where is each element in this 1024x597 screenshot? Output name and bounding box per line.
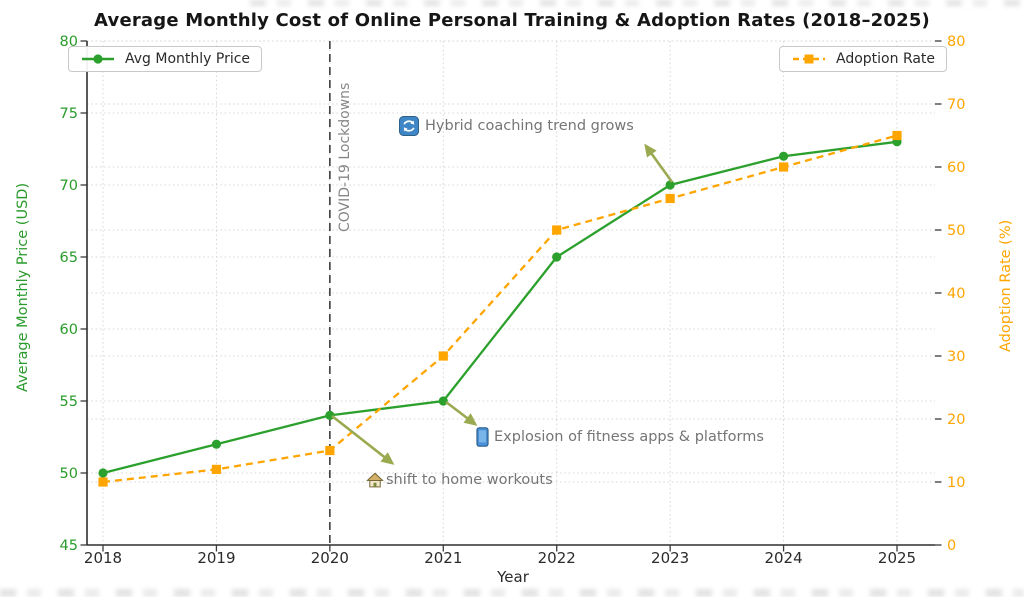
x-tick-label: 2025 xyxy=(878,549,916,567)
x-tick-label: 2020 xyxy=(311,549,349,567)
annotation-text: shift to home workouts xyxy=(386,472,553,488)
y-right-tick-label: 0 xyxy=(947,538,956,554)
y-axis-label-left: Average Monthly Price (USD) xyxy=(15,182,31,392)
x-tick-label: 2023 xyxy=(651,549,689,567)
annotation-text: Hybrid coaching trend grows xyxy=(425,118,634,134)
annotation-arrow xyxy=(644,143,674,183)
cycle-icon xyxy=(399,116,419,136)
price-point xyxy=(211,439,222,449)
adoption-point xyxy=(552,225,562,235)
x-tick-label: 2024 xyxy=(764,549,802,567)
adoption-point xyxy=(211,464,222,474)
legend-label: Adoption Rate xyxy=(836,51,936,67)
legend-label: Avg Monthly Price xyxy=(125,51,251,67)
dashed-line-square-marker-icon xyxy=(793,54,825,64)
price-point xyxy=(438,396,448,406)
y-right-tick-label: 70 xyxy=(947,97,965,113)
y-left-tick-label: 70 xyxy=(60,178,78,194)
vline-label: COVID-19 Lockdowns xyxy=(337,82,353,232)
price-point xyxy=(552,252,562,262)
x-axis-label: Year xyxy=(497,568,529,586)
x-tick-label: 2018 xyxy=(84,549,122,567)
price-point xyxy=(98,468,108,478)
adoption-point xyxy=(98,477,108,487)
y-right-tick-label: 60 xyxy=(947,160,965,176)
y-left-tick-label: 45 xyxy=(60,538,78,554)
y-left-tick-label: 55 xyxy=(60,394,78,410)
phone-icon xyxy=(476,427,489,447)
x-tick-label: 2019 xyxy=(197,549,235,567)
price-point xyxy=(665,180,675,190)
price-series xyxy=(98,137,902,478)
y-right-tick-label: 80 xyxy=(947,34,965,50)
adoption-point xyxy=(778,162,789,172)
adoption-point xyxy=(665,193,675,204)
annotation-hybrid-coaching: Hybrid coaching trend grows xyxy=(399,116,634,136)
legend-adoption-rate: Adoption Rate xyxy=(779,46,948,72)
y-right-tick-label: 20 xyxy=(947,412,965,428)
y-right-tick-label: 40 xyxy=(947,286,965,302)
x-tick-label: 2022 xyxy=(538,549,576,567)
y-left-tick-label: 60 xyxy=(60,322,78,338)
adoption-point xyxy=(892,130,902,141)
line-circle-marker-icon xyxy=(82,54,114,64)
annotation-fitness-apps: Explosion of fitness apps & platforms xyxy=(476,427,764,447)
annotation-home-workouts: shift to home workouts xyxy=(366,470,553,490)
price-point xyxy=(778,151,789,161)
y-left-tick-label: 65 xyxy=(60,250,78,266)
y-axis-label-right: Adoption Rate (%) xyxy=(998,219,1014,352)
adoption-point xyxy=(438,351,448,361)
annotation-arrow xyxy=(445,400,478,426)
chart-title: Average Monthly Cost of Online Personal … xyxy=(94,10,930,31)
legend-avg-monthly-price: Avg Monthly Price xyxy=(68,46,263,72)
adoption-series xyxy=(98,130,902,487)
y-right-tick-label: 30 xyxy=(947,349,965,365)
x-tick-label: 2021 xyxy=(424,549,462,567)
y-right-tick-label: 10 xyxy=(947,475,965,491)
annotation-arrow xyxy=(331,414,395,465)
annotation-text: Explosion of fitness apps & platforms xyxy=(494,429,764,445)
adoption-point xyxy=(325,445,335,456)
y-left-tick-label: 50 xyxy=(60,466,78,482)
y-right-tick-label: 50 xyxy=(947,223,965,239)
house-icon xyxy=(366,472,384,488)
y-left-tick-label: 75 xyxy=(60,106,78,122)
